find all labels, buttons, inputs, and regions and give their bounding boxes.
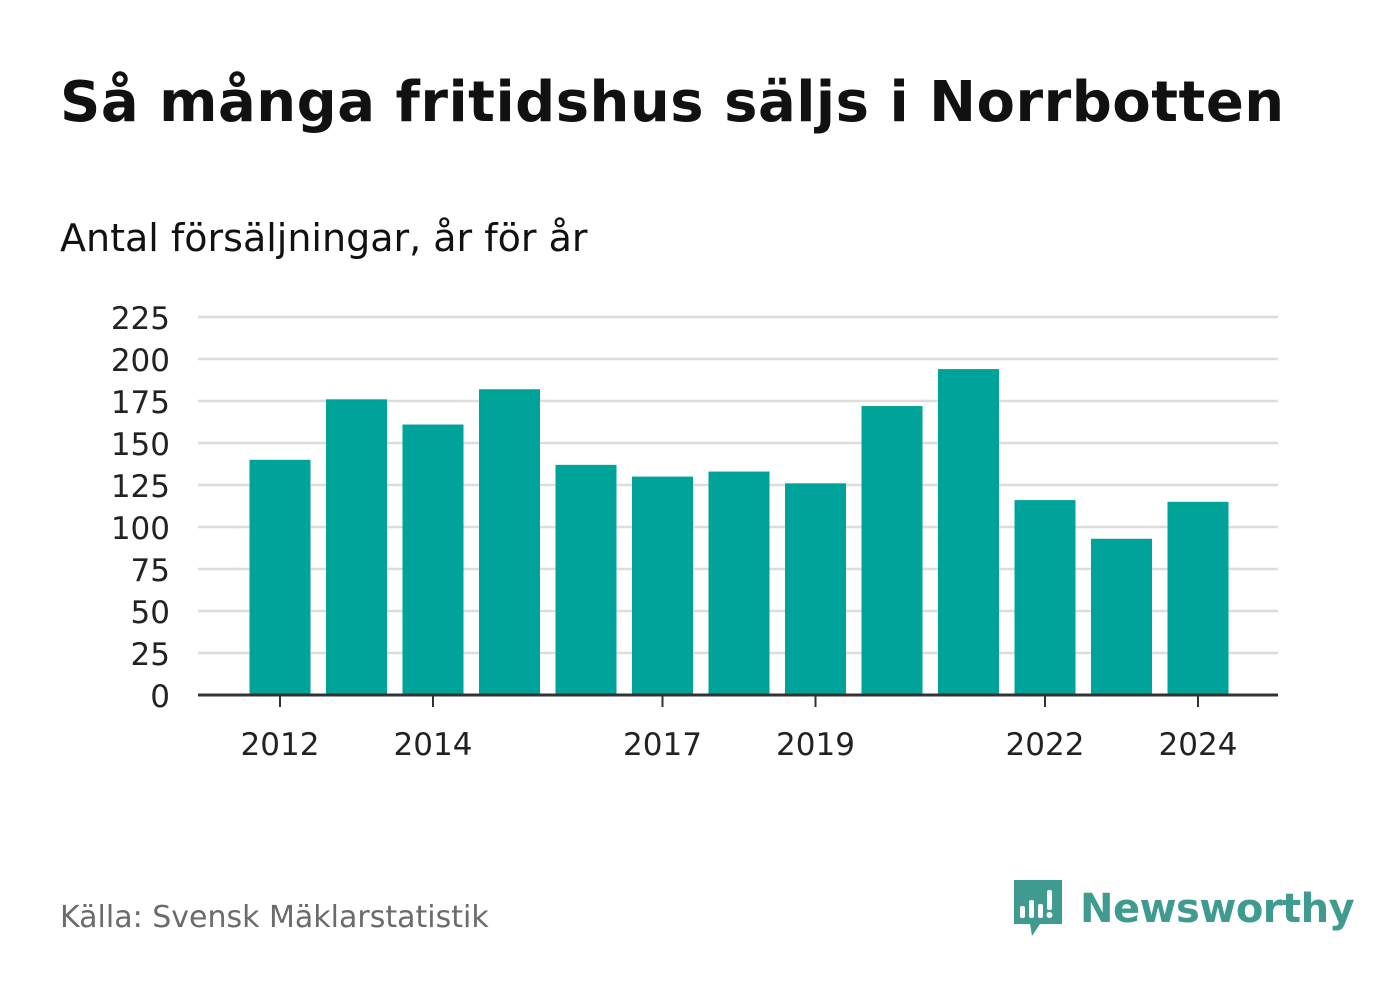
- newsworthy-logo: Newsworthy: [1010, 878, 1355, 940]
- bar-2023: [1091, 538, 1152, 695]
- newsworthy-logo-icon: [1014, 880, 1062, 936]
- x-tick-label: 2024: [1159, 727, 1238, 763]
- x-tick-label: 2019: [776, 727, 855, 763]
- y-tick-label: 50: [131, 595, 170, 631]
- y-tick-label: 200: [111, 343, 170, 379]
- bar-2018: [708, 471, 770, 695]
- bar-2016: [555, 464, 617, 695]
- y-tick-label: 25: [131, 637, 170, 673]
- chart-subtitle: Antal försäljningar, år för år: [60, 216, 588, 260]
- bar-2013: [326, 399, 387, 695]
- chart-title: Så många fritidshus säljs i Norrbotten: [60, 70, 1285, 135]
- x-tick-label: 2022: [1006, 727, 1085, 763]
- y-tick-label: 0: [150, 679, 170, 715]
- bar-2021: [938, 369, 999, 695]
- bar-2020: [861, 406, 923, 695]
- x-tick-label: 2014: [394, 727, 473, 763]
- bar-2022: [1014, 500, 1076, 695]
- y-tick-label: 150: [111, 427, 170, 463]
- axes: 0 25 50 75 100 125 150 175 200 225 2012 2014 2017 201…: [111, 301, 1278, 763]
- bar-2012: [249, 459, 311, 695]
- bar-2024: [1167, 501, 1229, 695]
- y-tick-label: 100: [111, 511, 170, 547]
- y-tick-label: 125: [111, 469, 170, 505]
- source-note: Källa: Svensk Mäklarstatistik: [60, 900, 489, 935]
- bar-2015: [479, 389, 540, 695]
- brand-name: Newsworthy: [1080, 886, 1355, 932]
- y-tick-label: 225: [111, 301, 170, 337]
- bars: [249, 369, 1229, 695]
- x-tick-label: 2017: [623, 727, 702, 763]
- y-tick-label: 175: [111, 385, 170, 421]
- x-tick-label: 2012: [241, 727, 320, 763]
- y-tick-label: 75: [131, 553, 170, 589]
- bar-2017: [632, 476, 693, 695]
- bar-2019: [785, 483, 846, 695]
- bar-2014: [402, 424, 464, 695]
